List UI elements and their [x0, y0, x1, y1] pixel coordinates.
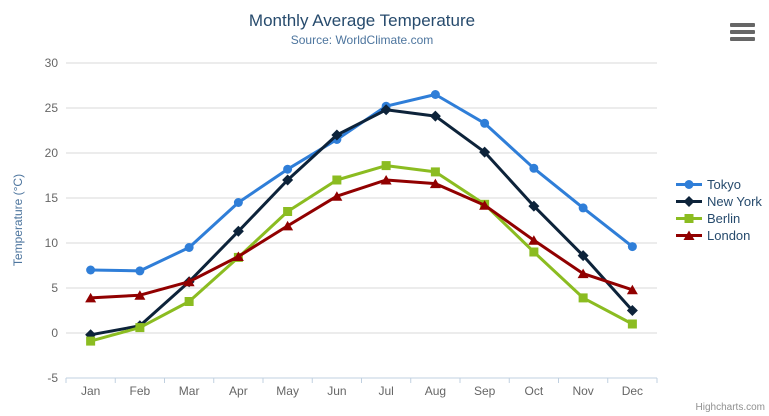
data-point[interactable] [578, 203, 588, 213]
data-point[interactable] [135, 266, 145, 276]
y-axis-label: 5 [51, 281, 58, 295]
data-point[interactable] [184, 243, 194, 252]
x-axis-label: Sep [474, 384, 496, 398]
data-point[interactable] [529, 247, 539, 257]
data-point[interactable] [233, 198, 243, 207]
data-point[interactable] [331, 129, 343, 141]
x-axis-label: May [276, 384, 299, 398]
y-axis-label: 10 [45, 236, 59, 250]
data-point[interactable] [282, 174, 294, 186]
data-point[interactable] [480, 118, 490, 128]
x-axis-label: Jul [378, 384, 393, 398]
chart-title: Monthly Average Temperature [248, 11, 476, 30]
legend-item-tokyo[interactable]: Tokyo [676, 176, 762, 192]
data-point[interactable] [283, 164, 293, 174]
y-axis-label: 25 [45, 101, 59, 115]
data-point[interactable] [578, 293, 588, 303]
legend-label: Tokyo [707, 176, 741, 192]
x-axis-label: Jan [81, 384, 100, 398]
x-axis-label: Oct [525, 384, 544, 398]
data-point[interactable] [332, 175, 342, 185]
legend-label: London [707, 227, 751, 243]
data-point[interactable] [331, 191, 343, 201]
legend-item-new-york[interactable]: New York [676, 193, 762, 209]
y-axis-label: 20 [45, 146, 59, 160]
data-point[interactable] [626, 305, 638, 316]
y-axis-title: Temperature (°C) [11, 173, 25, 267]
data-point[interactable] [528, 235, 540, 245]
data-point[interactable] [134, 290, 146, 300]
data-point[interactable] [283, 207, 293, 216]
series-line [89, 178, 634, 300]
x-axis-label: Feb [130, 384, 151, 398]
data-point[interactable] [627, 319, 637, 329]
data-point[interactable] [86, 336, 96, 346]
data-point[interactable] [380, 175, 392, 185]
data-point[interactable] [684, 179, 694, 189]
series-line [89, 164, 634, 343]
data-point[interactable] [430, 90, 440, 99]
hamburger-icon [730, 23, 755, 41]
data-point[interactable] [232, 251, 244, 262]
data-point[interactable] [380, 104, 392, 116]
x-axis-label: Dec [622, 384, 643, 398]
data-point[interactable] [183, 276, 195, 287]
series-line [89, 108, 634, 337]
chart-subtitle: Source: WorldClimate.com [290, 33, 434, 47]
data-point[interactable] [683, 195, 695, 207]
data-point[interactable] [381, 161, 391, 171]
y-axis-label: -5 [47, 371, 58, 385]
data-point[interactable] [430, 167, 440, 177]
data-point[interactable] [232, 225, 244, 237]
data-point[interactable] [282, 220, 294, 231]
legend-item-london[interactable]: London [676, 227, 762, 243]
data-point[interactable] [528, 200, 540, 212]
legend-item-berlin[interactable]: Berlin [676, 210, 762, 226]
data-point[interactable] [429, 110, 441, 122]
data-point[interactable] [626, 284, 638, 295]
series-tokyo[interactable] [86, 90, 637, 276]
x-axis-label: Aug [425, 384, 446, 398]
legend: Tokyo New York Berlin London [676, 176, 762, 244]
y-axis-label: 15 [45, 191, 59, 205]
legend-label: New York [707, 193, 762, 209]
x-axis-label: Jun [327, 384, 346, 398]
data-point[interactable] [135, 323, 145, 333]
credits-link[interactable]: Highcharts.com [695, 402, 765, 413]
data-point[interactable] [529, 163, 539, 173]
data-point[interactable] [479, 146, 491, 158]
data-point[interactable] [683, 230, 695, 240]
series-new-york[interactable] [85, 104, 638, 341]
legend-label: Berlin [707, 210, 741, 226]
y-axis-label: 30 [45, 56, 59, 70]
data-point[interactable] [627, 242, 637, 252]
data-point[interactable] [429, 178, 441, 189]
x-axis-label: Nov [572, 384, 593, 398]
data-point[interactable] [479, 200, 491, 210]
data-point[interactable] [86, 265, 96, 275]
x-axis-label: Mar [179, 384, 200, 398]
circle-marker-icon [676, 178, 702, 191]
triangle-marker-icon [676, 229, 702, 242]
y-axis-label: 0 [51, 326, 58, 340]
export-menu-button[interactable] [728, 21, 757, 43]
series-london[interactable] [85, 175, 638, 303]
data-point[interactable] [684, 213, 694, 223]
square-marker-icon [676, 212, 702, 225]
data-point[interactable] [577, 268, 589, 279]
x-axis-label: Apr [229, 384, 248, 398]
data-point[interactable] [577, 250, 589, 262]
data-point[interactable] [85, 292, 97, 303]
diamond-marker-icon [676, 195, 702, 208]
data-point[interactable] [184, 297, 194, 306]
